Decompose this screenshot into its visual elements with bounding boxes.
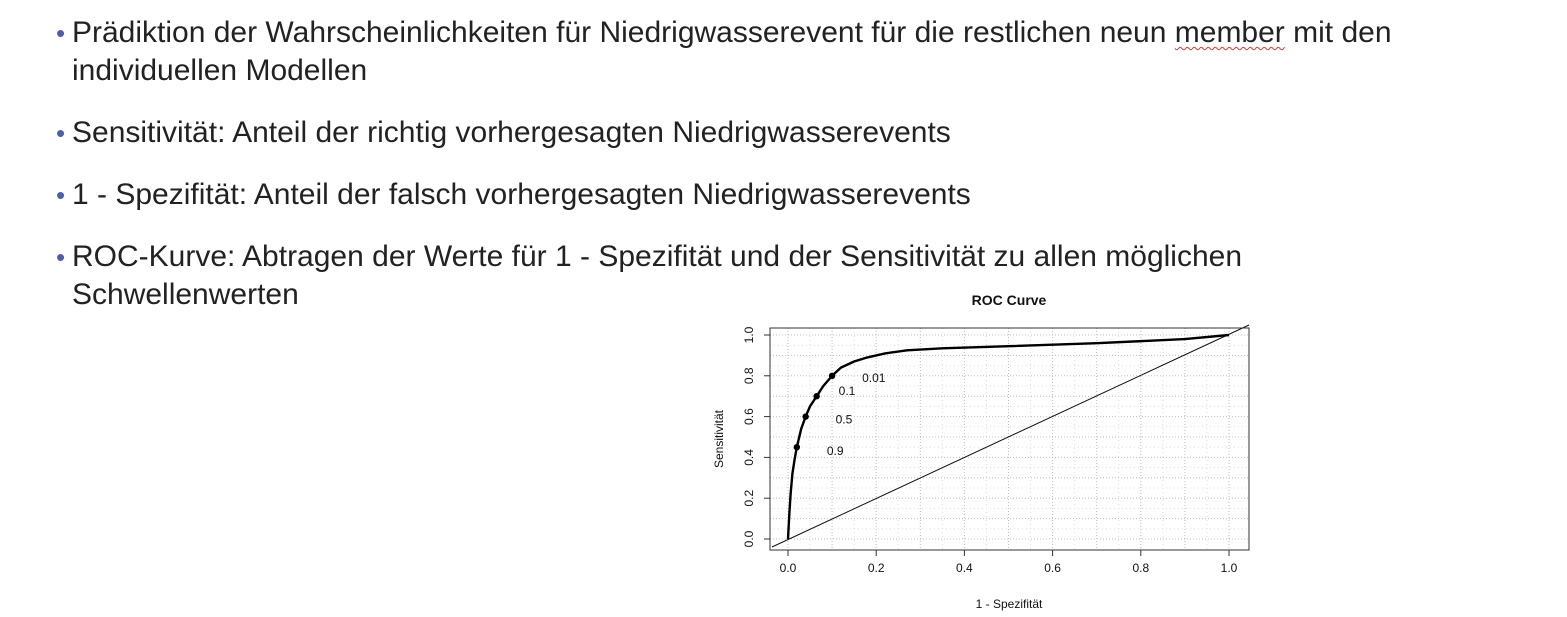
y-axis-label: Sensitivität [712,409,726,468]
spellcheck-flagged-word: member [1174,16,1285,49]
x-tick-label: 0.8 [1132,561,1149,575]
roc-curve [786,333,1230,540]
plot-frame [769,327,1250,551]
x-tick-label: 0.6 [1044,561,1061,575]
threshold-layer: 0.9 0.5 0.1 0.01 [793,371,886,458]
bullet-list: • Prädiktion der Wahrscheinlichkeiten fü… [56,14,1538,338]
bullet-text: ROC-Kurve: Abtragen der Werte für 1 - Sp… [72,240,1243,311]
x-tick-label: 0.2 [868,561,885,575]
bullet-item: • Prädiktion der Wahrscheinlichkeiten fü… [56,14,1538,90]
threshold-point [793,444,801,451]
x-tick-label: 1.0 [1221,561,1238,575]
x-tick-label: 0.4 [956,561,973,575]
bullet-text: Sensitivität: Anteil der richtig vorherg… [72,116,951,149]
bullet-item: • ROC-Kurve: Abtragen der Werte für 1 - … [56,238,1352,314]
y-tick-label: 0.8 [742,367,756,384]
threshold-label: 0.5 [836,413,853,427]
x-tick-label: 0.0 [780,561,797,575]
threshold-label: 0.01 [862,371,886,385]
roc-chart: ROC Curve 0.0 0.0 0.2 0.2 0.4 0.4 0.6 0.6 0.8 0.8… [712,292,1250,611]
y-tick-label: 1.0 [742,326,756,343]
y-tick-label: 0.2 [742,490,756,507]
x-axis-label: 1 - Spezifität [976,597,1043,611]
series-layer [771,324,1250,548]
bullet-marker: • [56,18,66,48]
grid [770,328,1249,550]
y-tick-label: 0.6 [742,408,756,425]
reference-diagonal-line [771,324,1250,548]
threshold-point [828,372,836,379]
threshold-point [802,413,809,420]
bullet-marker: • [56,180,66,210]
bullet-text: 1 - Spezifität: Anteil der falsch vorher… [72,178,971,211]
bullet-item: • Sensitivität: Anteil der richtig vorhe… [56,114,1538,152]
bullet-text: Prädiktion der Wahrscheinlichkeiten für … [72,16,1392,87]
bullet-marker: • [56,242,66,272]
y-tick-label: 0.0 [742,530,756,547]
threshold-label: 0.1 [839,384,856,398]
axis-ticks: 0.0 0.0 0.2 0.2 0.4 0.4 0.6 0.6 0.8 0.8 1.0 1.0 [742,326,1238,575]
bullet-item: • 1 - Spezifität: Anteil der falsch vorh… [56,176,1538,214]
threshold-point [813,393,820,400]
y-tick-label: 0.4 [742,449,756,466]
bullet-marker: • [56,118,66,148]
chart-title: ROC Curve [972,292,1047,308]
threshold-label: 0.9 [827,444,844,458]
